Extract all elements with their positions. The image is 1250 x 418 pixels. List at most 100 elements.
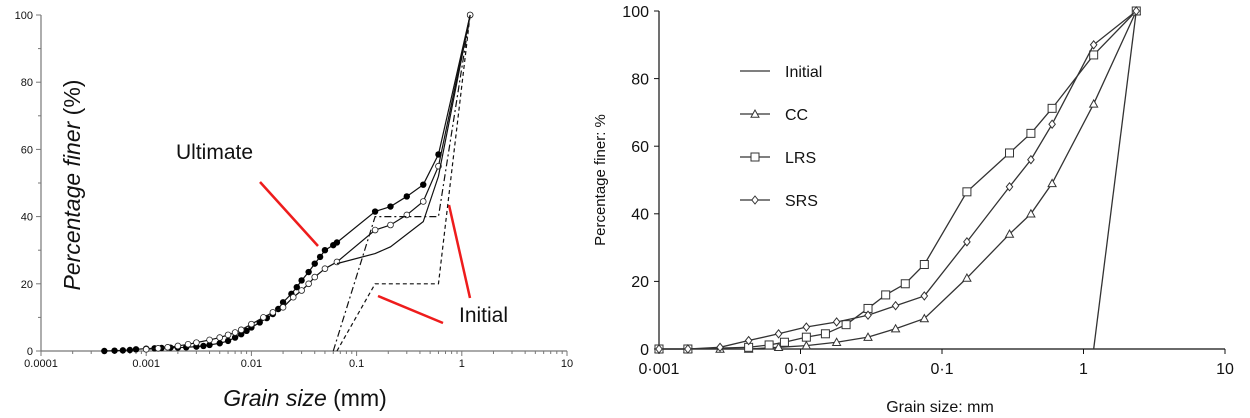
left-series-1-point bbox=[154, 345, 162, 352]
left-x-tick-label: 1 bbox=[459, 358, 465, 370]
left-series-0-point bbox=[206, 341, 213, 349]
left-series-1-point bbox=[184, 340, 192, 348]
right-series-3-point bbox=[774, 328, 783, 339]
right-series-1-point bbox=[890, 323, 901, 333]
right-y-tick-label: 20 bbox=[631, 274, 649, 291]
right-series-2-point bbox=[1089, 50, 1099, 60]
right-series-3-point bbox=[920, 291, 929, 301]
right-series-2-point bbox=[1047, 103, 1057, 113]
right-series-3-point bbox=[802, 322, 811, 332]
right-y-tick-label: 80 bbox=[631, 71, 649, 88]
left-y-tick-label: 100 bbox=[15, 10, 33, 22]
left-series-1-point bbox=[174, 342, 182, 350]
right-series-line-0 bbox=[1093, 10, 1137, 350]
left-series-0-point bbox=[316, 253, 324, 261]
left-x-tick-label: 0.01 bbox=[241, 358, 262, 370]
right-series-1-point bbox=[773, 342, 784, 352]
right-series-1-point bbox=[801, 340, 812, 350]
left-series-0-point bbox=[420, 181, 427, 188]
left-y-tick-label: 60 bbox=[21, 144, 33, 156]
right-x-tick-label: 10 bbox=[1216, 361, 1234, 378]
right-series-3-point bbox=[655, 344, 663, 354]
left-xlabel: Grain size (mm) bbox=[223, 385, 387, 411]
left-series-0-point bbox=[200, 342, 207, 350]
legend-label-0: Initial bbox=[785, 64, 822, 81]
right-series-1-point bbox=[919, 313, 930, 323]
right-series-1-point bbox=[831, 337, 842, 346]
left-x-tick-label: 10 bbox=[561, 358, 573, 370]
right-x-tick-label: 0·01 bbox=[784, 361, 816, 378]
legend-marker-3 bbox=[751, 195, 759, 205]
left-series-0-point bbox=[243, 327, 250, 335]
left-series-0-point bbox=[224, 337, 232, 345]
annotation-initial-pointer-1 bbox=[447, 204, 472, 299]
left-series-1-point bbox=[260, 314, 267, 321]
right-series-3-point bbox=[744, 335, 753, 346]
left-series-0-point bbox=[101, 347, 108, 355]
right-series-1-point bbox=[1088, 98, 1099, 108]
right-series-2-point bbox=[900, 279, 910, 289]
right-series-1-point bbox=[1026, 208, 1036, 218]
left-x-tick-label: 0.1 bbox=[349, 358, 364, 370]
left-chart: Percentage finer (%) Grain size (mm) Ult… bbox=[15, 10, 573, 411]
right-y-tick-label: 40 bbox=[631, 207, 649, 224]
left-y-tick-label: 0 bbox=[27, 346, 33, 358]
right-x-tick-label: 0·001 bbox=[639, 361, 680, 378]
right-series-2-point bbox=[820, 329, 830, 339]
legend-label-2: LRS bbox=[785, 150, 816, 167]
right-x-tick-label: 1 bbox=[1079, 361, 1088, 378]
right-series-2-point bbox=[1005, 148, 1015, 158]
right-series-2-point bbox=[962, 187, 972, 197]
left-series-0-point bbox=[333, 239, 341, 246]
right-series-line-3 bbox=[659, 10, 1137, 350]
left-series-1-point bbox=[237, 326, 245, 334]
right-series-3-point bbox=[1027, 154, 1035, 165]
right-series-3-point bbox=[1132, 6, 1141, 16]
right-series-2-point bbox=[801, 332, 811, 342]
annotation-initial-pointer-2 bbox=[377, 294, 444, 325]
left-series-1-point bbox=[279, 304, 287, 311]
left-y-tick-label: 20 bbox=[21, 279, 33, 291]
right-y-tick-label: 100 bbox=[622, 4, 649, 21]
right-y-tick-label: 0 bbox=[640, 342, 649, 359]
left-series-0-point bbox=[111, 347, 118, 354]
left-series-1-point bbox=[269, 309, 277, 316]
right-series-3-point bbox=[1005, 181, 1014, 192]
left-x-tick-label: 0.001 bbox=[132, 358, 160, 370]
left-series-1-point bbox=[387, 221, 394, 229]
right-series-line-1 bbox=[659, 10, 1137, 350]
left-series-1-point bbox=[305, 280, 312, 288]
left-series-0-point bbox=[279, 299, 287, 306]
left-series-1-point bbox=[321, 265, 329, 272]
left-series-1-point bbox=[193, 339, 200, 346]
legend-marker-1 bbox=[750, 108, 760, 118]
left-series-line-2 bbox=[336, 14, 471, 265]
legend-label-1: CC bbox=[785, 107, 808, 124]
right-series-2-point bbox=[1026, 128, 1036, 138]
annotation-ultimate: Ultimate bbox=[176, 141, 253, 164]
left-series-0-point bbox=[387, 203, 394, 210]
left-series-0-point bbox=[119, 347, 127, 354]
left-series-0-point bbox=[298, 277, 305, 284]
right-chart: Percentage finer: % Grain size: mm 0·001… bbox=[592, 4, 1234, 416]
left-series-1-point bbox=[224, 331, 232, 339]
annotation-initial: Initial bbox=[459, 304, 508, 327]
left-series-line-4 bbox=[332, 14, 471, 352]
right-series-2-point bbox=[919, 260, 929, 269]
right-series-3-point bbox=[891, 300, 900, 311]
left-series-1-point bbox=[298, 287, 305, 294]
left-xlabel-unit: (mm) bbox=[327, 385, 387, 411]
left-y-tick-label: 80 bbox=[21, 77, 33, 89]
left-series-0-point bbox=[126, 346, 134, 354]
left-ylabel-italic: Percentage finer bbox=[59, 120, 85, 290]
left-xlabel-italic: Grain size bbox=[223, 385, 327, 411]
left-series-1-point bbox=[142, 346, 150, 353]
right-x-tick-label: 0·1 bbox=[930, 361, 953, 378]
right-series-2-point bbox=[881, 290, 891, 300]
right-series-3-point bbox=[716, 342, 724, 353]
legend-label-3: SRS bbox=[785, 193, 818, 210]
left-series-1-point bbox=[333, 258, 341, 266]
left-series-1-point bbox=[419, 198, 427, 205]
left-series-1-point bbox=[248, 320, 255, 328]
